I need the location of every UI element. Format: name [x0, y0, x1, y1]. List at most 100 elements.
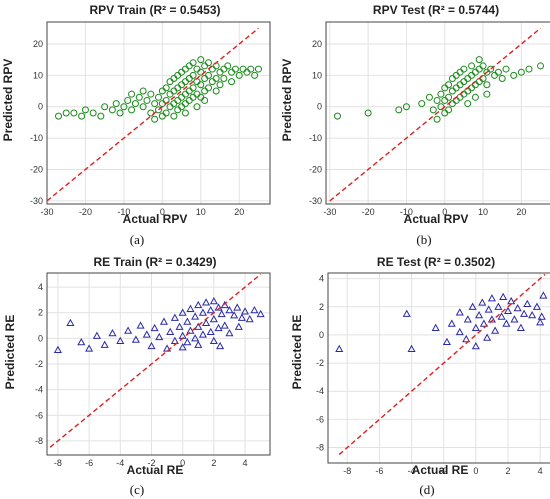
- scatter-point: [231, 65, 239, 73]
- scatter-point: [170, 313, 179, 321]
- scatter-point: [212, 87, 220, 95]
- scatter-point: [209, 296, 218, 305]
- x-axis-label: Actual RE: [127, 463, 184, 477]
- scatter-point: [447, 319, 456, 327]
- scatter-point: [206, 305, 215, 314]
- scatter-point: [142, 330, 151, 338]
- panel-re-test: -8 -6 -4 -2 0 2 4 -8 -6 -4 -2 0 2 4 RE Test (R² = 0.35…: [290, 255, 550, 497]
- scatter-point: [202, 298, 211, 306]
- scatter-point: [166, 327, 175, 336]
- y-tick-label: 4: [38, 282, 43, 292]
- y-tick-label: -20: [30, 164, 43, 174]
- scatter-point: [220, 321, 229, 329]
- x-tick-label: 0: [180, 458, 185, 468]
- x-tick-label: -10: [400, 207, 413, 217]
- scatter-point: [225, 305, 234, 314]
- scatter-point: [528, 310, 537, 319]
- plot-frame: [46, 21, 271, 205]
- scatter-point: [335, 344, 344, 353]
- scatter-point: [186, 326, 195, 334]
- scatter-point: [460, 65, 468, 73]
- scatter-point: [475, 310, 484, 319]
- y-tick-label: 20: [33, 39, 43, 49]
- scatter-point: [53, 345, 62, 353]
- scatter-point: [55, 112, 63, 120]
- x-axis-label: Actual RPV: [123, 212, 188, 226]
- chart-title: RE Train (R² = 0.3429): [93, 255, 216, 269]
- ideal-fit-line: [49, 273, 262, 448]
- scatter-point: [89, 109, 97, 117]
- x-tick-label: 0: [473, 466, 478, 476]
- scatter-point: [442, 337, 451, 346]
- plot-frame: [46, 272, 271, 456]
- x-tick-label: -10: [117, 207, 130, 217]
- scatter-point: [116, 336, 125, 344]
- scatter-point: [116, 109, 124, 117]
- scatter-point: [483, 81, 491, 89]
- scatter-point: [402, 103, 410, 111]
- x-tick-label: -20: [362, 207, 375, 217]
- scatter-point: [62, 109, 70, 117]
- scatter-series: [55, 56, 262, 123]
- scatter-point: [70, 109, 78, 117]
- scatter-point: [191, 312, 200, 320]
- scatter-point: [108, 329, 117, 337]
- scatter-point: [471, 323, 480, 331]
- panel-rpv-test: -30 -20 -10 0 10 20 -30 -20 -10 0 10 20 RPV Test (R²…: [280, 3, 550, 247]
- scatter-point: [220, 74, 228, 82]
- scatter-point: [147, 90, 155, 98]
- scatter-point: [445, 106, 453, 114]
- scatter-point: [539, 291, 548, 299]
- scatter-point: [487, 315, 496, 323]
- scatter-point: [201, 96, 209, 104]
- scatter-point: [498, 74, 506, 82]
- y-tick-label: -2: [316, 358, 324, 368]
- scatter-point: [155, 106, 162, 114]
- x-tick-label: -6: [85, 458, 93, 468]
- scatter-point: [178, 343, 187, 351]
- scatter-point: [209, 336, 218, 344]
- scatter-point: [503, 306, 513, 315]
- x-tick-label: -8: [54, 458, 62, 468]
- scatter-point: [181, 109, 189, 117]
- scatter-point: [204, 84, 212, 92]
- scatter-point: [204, 71, 212, 79]
- x-tick-label: -4: [116, 458, 124, 468]
- scatter-point: [159, 317, 169, 325]
- scatter-point: [240, 307, 250, 315]
- scatter-series: [335, 291, 548, 353]
- scatter-point: [237, 313, 246, 321]
- scatter-point: [92, 331, 101, 339]
- scatter-point: [468, 302, 477, 310]
- x-tick-label: -2: [147, 458, 155, 468]
- scatter-point: [150, 323, 159, 332]
- scatter-point: [479, 319, 488, 327]
- y-tick-label: 20: [312, 39, 322, 49]
- scatter-point: [234, 322, 243, 330]
- scatter-point: [186, 304, 195, 312]
- scatter-point: [235, 71, 243, 79]
- scatter-point: [101, 103, 109, 111]
- scatter-point: [245, 314, 254, 323]
- y-axis-label: Predicted RPV: [280, 59, 294, 142]
- chart-title: RPV Train (R² = 0.5453): [89, 3, 220, 17]
- scatter-point: [100, 340, 109, 348]
- scatter-point: [128, 106, 136, 114]
- scatter-point: [189, 71, 197, 79]
- scatter-point: [537, 62, 545, 70]
- scatter-point: [333, 112, 341, 120]
- scatter-point: [513, 303, 522, 312]
- scatter-point: [445, 81, 453, 89]
- scatter-point: [183, 337, 192, 346]
- y-tick-label: -6: [35, 410, 43, 420]
- y-axis-label: Predicted RE: [3, 315, 17, 390]
- scatter-point: [516, 323, 525, 331]
- panel-caption: (d): [419, 482, 434, 497]
- scatter-point: [217, 309, 226, 318]
- scatter-point: [112, 100, 120, 108]
- scatter-point: [120, 103, 128, 111]
- scatter-series: [53, 296, 265, 353]
- x-tick-label: 0: [442, 207, 447, 217]
- scatter-point: [131, 335, 140, 343]
- scatter-point: [124, 326, 133, 334]
